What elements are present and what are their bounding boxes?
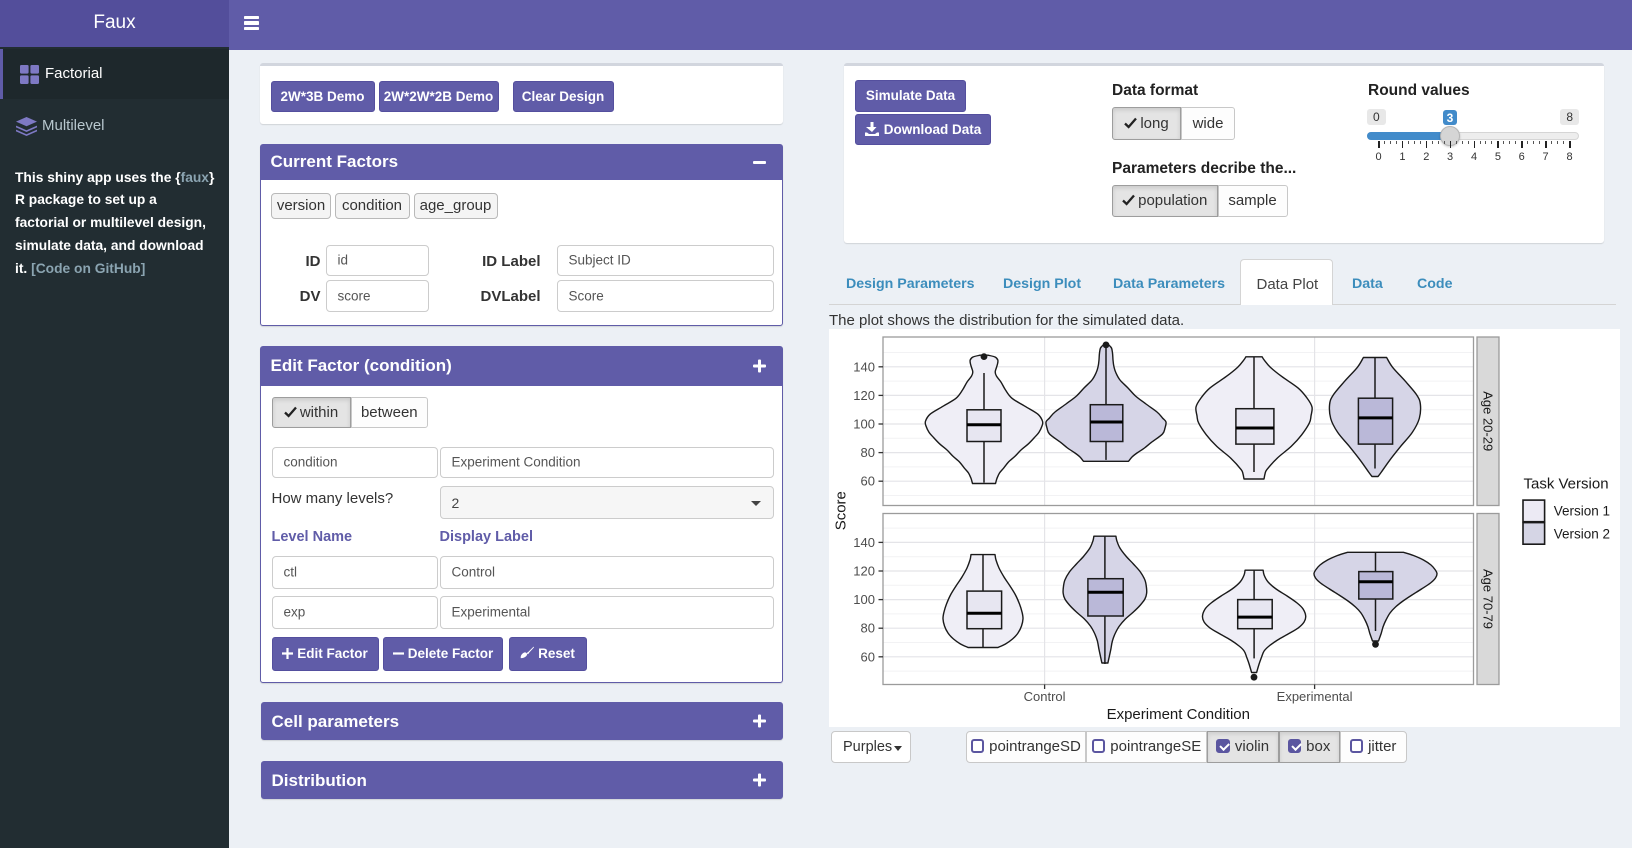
svg-text:Experiment Condition: Experiment Condition [1107,706,1250,723]
svg-text:60: 60 [861,649,875,664]
svg-text:100: 100 [853,592,875,607]
svg-text:120: 120 [853,388,875,403]
svg-text:100: 100 [853,417,875,432]
svg-text:Experimental: Experimental [1277,689,1353,704]
svg-text:120: 120 [853,564,875,579]
svg-text:140: 140 [853,535,875,550]
svg-text:80: 80 [861,621,875,636]
svg-text:80: 80 [861,445,875,460]
svg-text:Version 1: Version 1 [1554,504,1610,519]
svg-text:Task Version: Task Version [1524,476,1609,493]
svg-text:Version 2: Version 2 [1554,526,1610,541]
svg-text:140: 140 [853,359,875,374]
svg-text:60: 60 [861,474,875,489]
svg-text:Age 20-29: Age 20-29 [1481,391,1496,451]
svg-text:Age 70-79: Age 70-79 [1481,569,1496,629]
svg-text:Control: Control [1024,689,1066,704]
svg-text:Score: Score [833,491,850,530]
